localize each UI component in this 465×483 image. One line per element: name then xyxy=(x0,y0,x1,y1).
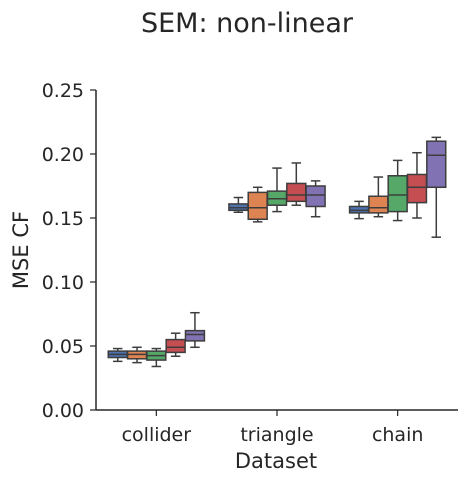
box-body xyxy=(184,329,206,342)
box xyxy=(247,186,268,223)
box xyxy=(165,332,186,357)
box-body xyxy=(286,182,307,203)
box-body xyxy=(368,195,389,214)
box-body xyxy=(387,175,408,213)
box-body xyxy=(426,140,447,189)
box xyxy=(228,196,249,213)
y-axis-ticks: 0.00 0.05 0.10 0.15 0.20 0.25 xyxy=(42,80,96,422)
box xyxy=(368,176,389,218)
box xyxy=(126,346,148,364)
box-body xyxy=(165,338,186,354)
x-tick-label: chain xyxy=(372,424,423,446)
box xyxy=(266,167,288,213)
x-axis-label: Dataset xyxy=(235,449,317,473)
y-tick-label: 0.15 xyxy=(42,208,84,230)
y-tick-label: 0.05 xyxy=(42,336,84,358)
box xyxy=(426,136,447,238)
box xyxy=(348,200,370,220)
box xyxy=(107,347,128,363)
y-tick-label: 0.25 xyxy=(42,80,84,102)
box xyxy=(406,151,428,219)
x-tick-label: triangle xyxy=(240,424,313,446)
box xyxy=(184,311,206,349)
box xyxy=(387,159,408,222)
box-body xyxy=(305,185,326,208)
box-body xyxy=(406,173,428,204)
y-axis-label: MSE CF xyxy=(9,211,33,289)
box xyxy=(146,347,167,368)
box xyxy=(305,180,326,218)
y-tick-label: 0.00 xyxy=(42,400,84,422)
x-tick-label: collider xyxy=(122,424,192,446)
y-tick-label: 0.20 xyxy=(42,144,84,166)
box xyxy=(286,162,307,206)
box-body xyxy=(247,191,268,221)
x-axis-ticks: collider triangle chain xyxy=(122,410,423,446)
y-tick-label: 0.10 xyxy=(42,272,84,294)
chart-title: SEM: non-linear xyxy=(141,8,354,39)
box-group xyxy=(107,136,447,368)
